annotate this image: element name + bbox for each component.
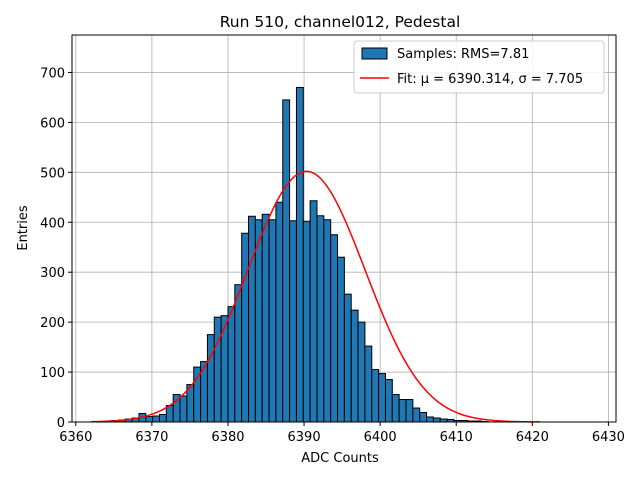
plot-frame (71, 34, 617, 423)
histogram-bar (378, 373, 386, 423)
histogram-bar (364, 345, 373, 423)
y-tick-label: 100 (40, 366, 65, 381)
legend-box (353, 40, 605, 94)
histogram-bar (405, 399, 414, 423)
histogram-bar (152, 415, 160, 423)
histogram-bar (234, 284, 243, 423)
x-tick-label: 6420 (516, 430, 549, 445)
histogram-bar (412, 407, 421, 423)
y-tick-label: 0 (57, 416, 65, 431)
x-tick-label: 6410 (440, 430, 473, 445)
legend-label-fit: Fit: μ = 6390.314, σ = 7.705 (397, 72, 583, 87)
histogram-bars (97, 86, 489, 423)
histogram-bar (227, 306, 236, 423)
histogram-bar (432, 417, 441, 423)
histogram-bar (384, 379, 393, 423)
legend: Samples: RMS=7.81 Fit: μ = 6390.314, σ =… (353, 40, 605, 94)
grid (72, 35, 616, 423)
histogram-bar (357, 321, 366, 423)
y-axis-ticks: 0 100 200 300 400 500 600 700 (40, 66, 72, 431)
histogram-bar (295, 86, 304, 423)
histogram-bar (206, 334, 215, 423)
y-axis-label: Entries (16, 205, 31, 251)
chart-title: Run 510, channel012, Pedestal (220, 13, 461, 31)
x-tick-label: 6390 (288, 430, 321, 445)
histogram-bar (391, 394, 400, 423)
histogram-bar (289, 220, 297, 423)
histogram-bar (165, 405, 174, 423)
histogram-bar (241, 232, 250, 423)
histogram-bar (330, 234, 339, 423)
y-tick-label: 500 (40, 166, 65, 181)
histogram-bar (282, 99, 291, 423)
histogram-bar (323, 219, 332, 423)
histogram-bar (337, 256, 345, 423)
legend-label-samples: Samples: RMS=7.81 (397, 47, 529, 62)
histogram-bar (261, 213, 270, 423)
y-tick-label: 400 (40, 216, 65, 231)
histogram-bar (350, 309, 359, 423)
histogram-bar (343, 293, 352, 423)
y-tick-label: 300 (40, 266, 65, 281)
x-tick-label: 6360 (59, 430, 92, 445)
histogram-bar (426, 416, 434, 423)
histogram-bar (254, 219, 263, 423)
histogram-bar (371, 369, 380, 423)
fit-curve (91, 170, 540, 423)
histogram-bar (213, 316, 222, 423)
x-tick-label: 6430 (592, 430, 625, 445)
legend-swatch-samples (361, 47, 388, 60)
x-axis-label: ADC Counts (301, 451, 379, 466)
histogram-bar (419, 412, 428, 423)
histogram-bar (268, 219, 277, 423)
x-tick-label: 6370 (135, 430, 168, 445)
x-axis-ticks: 6360 6370 6380 6390 6400 6410 6420 6430 (59, 422, 625, 445)
y-tick-label: 200 (40, 316, 65, 331)
y-tick-label: 600 (40, 116, 65, 131)
x-tick-label: 6400 (364, 430, 397, 445)
y-tick-label: 700 (40, 66, 65, 81)
histogram-bar (275, 201, 284, 423)
histogram-bar (302, 220, 311, 423)
histogram-bar (398, 399, 407, 423)
histogram-bar (179, 395, 188, 423)
histogram-bar (309, 200, 318, 423)
histogram-bar (145, 416, 154, 423)
histogram-bar (248, 215, 256, 423)
x-tick-label: 6380 (211, 430, 244, 445)
histogram-bar (158, 414, 167, 423)
histogram-bar (316, 215, 325, 423)
